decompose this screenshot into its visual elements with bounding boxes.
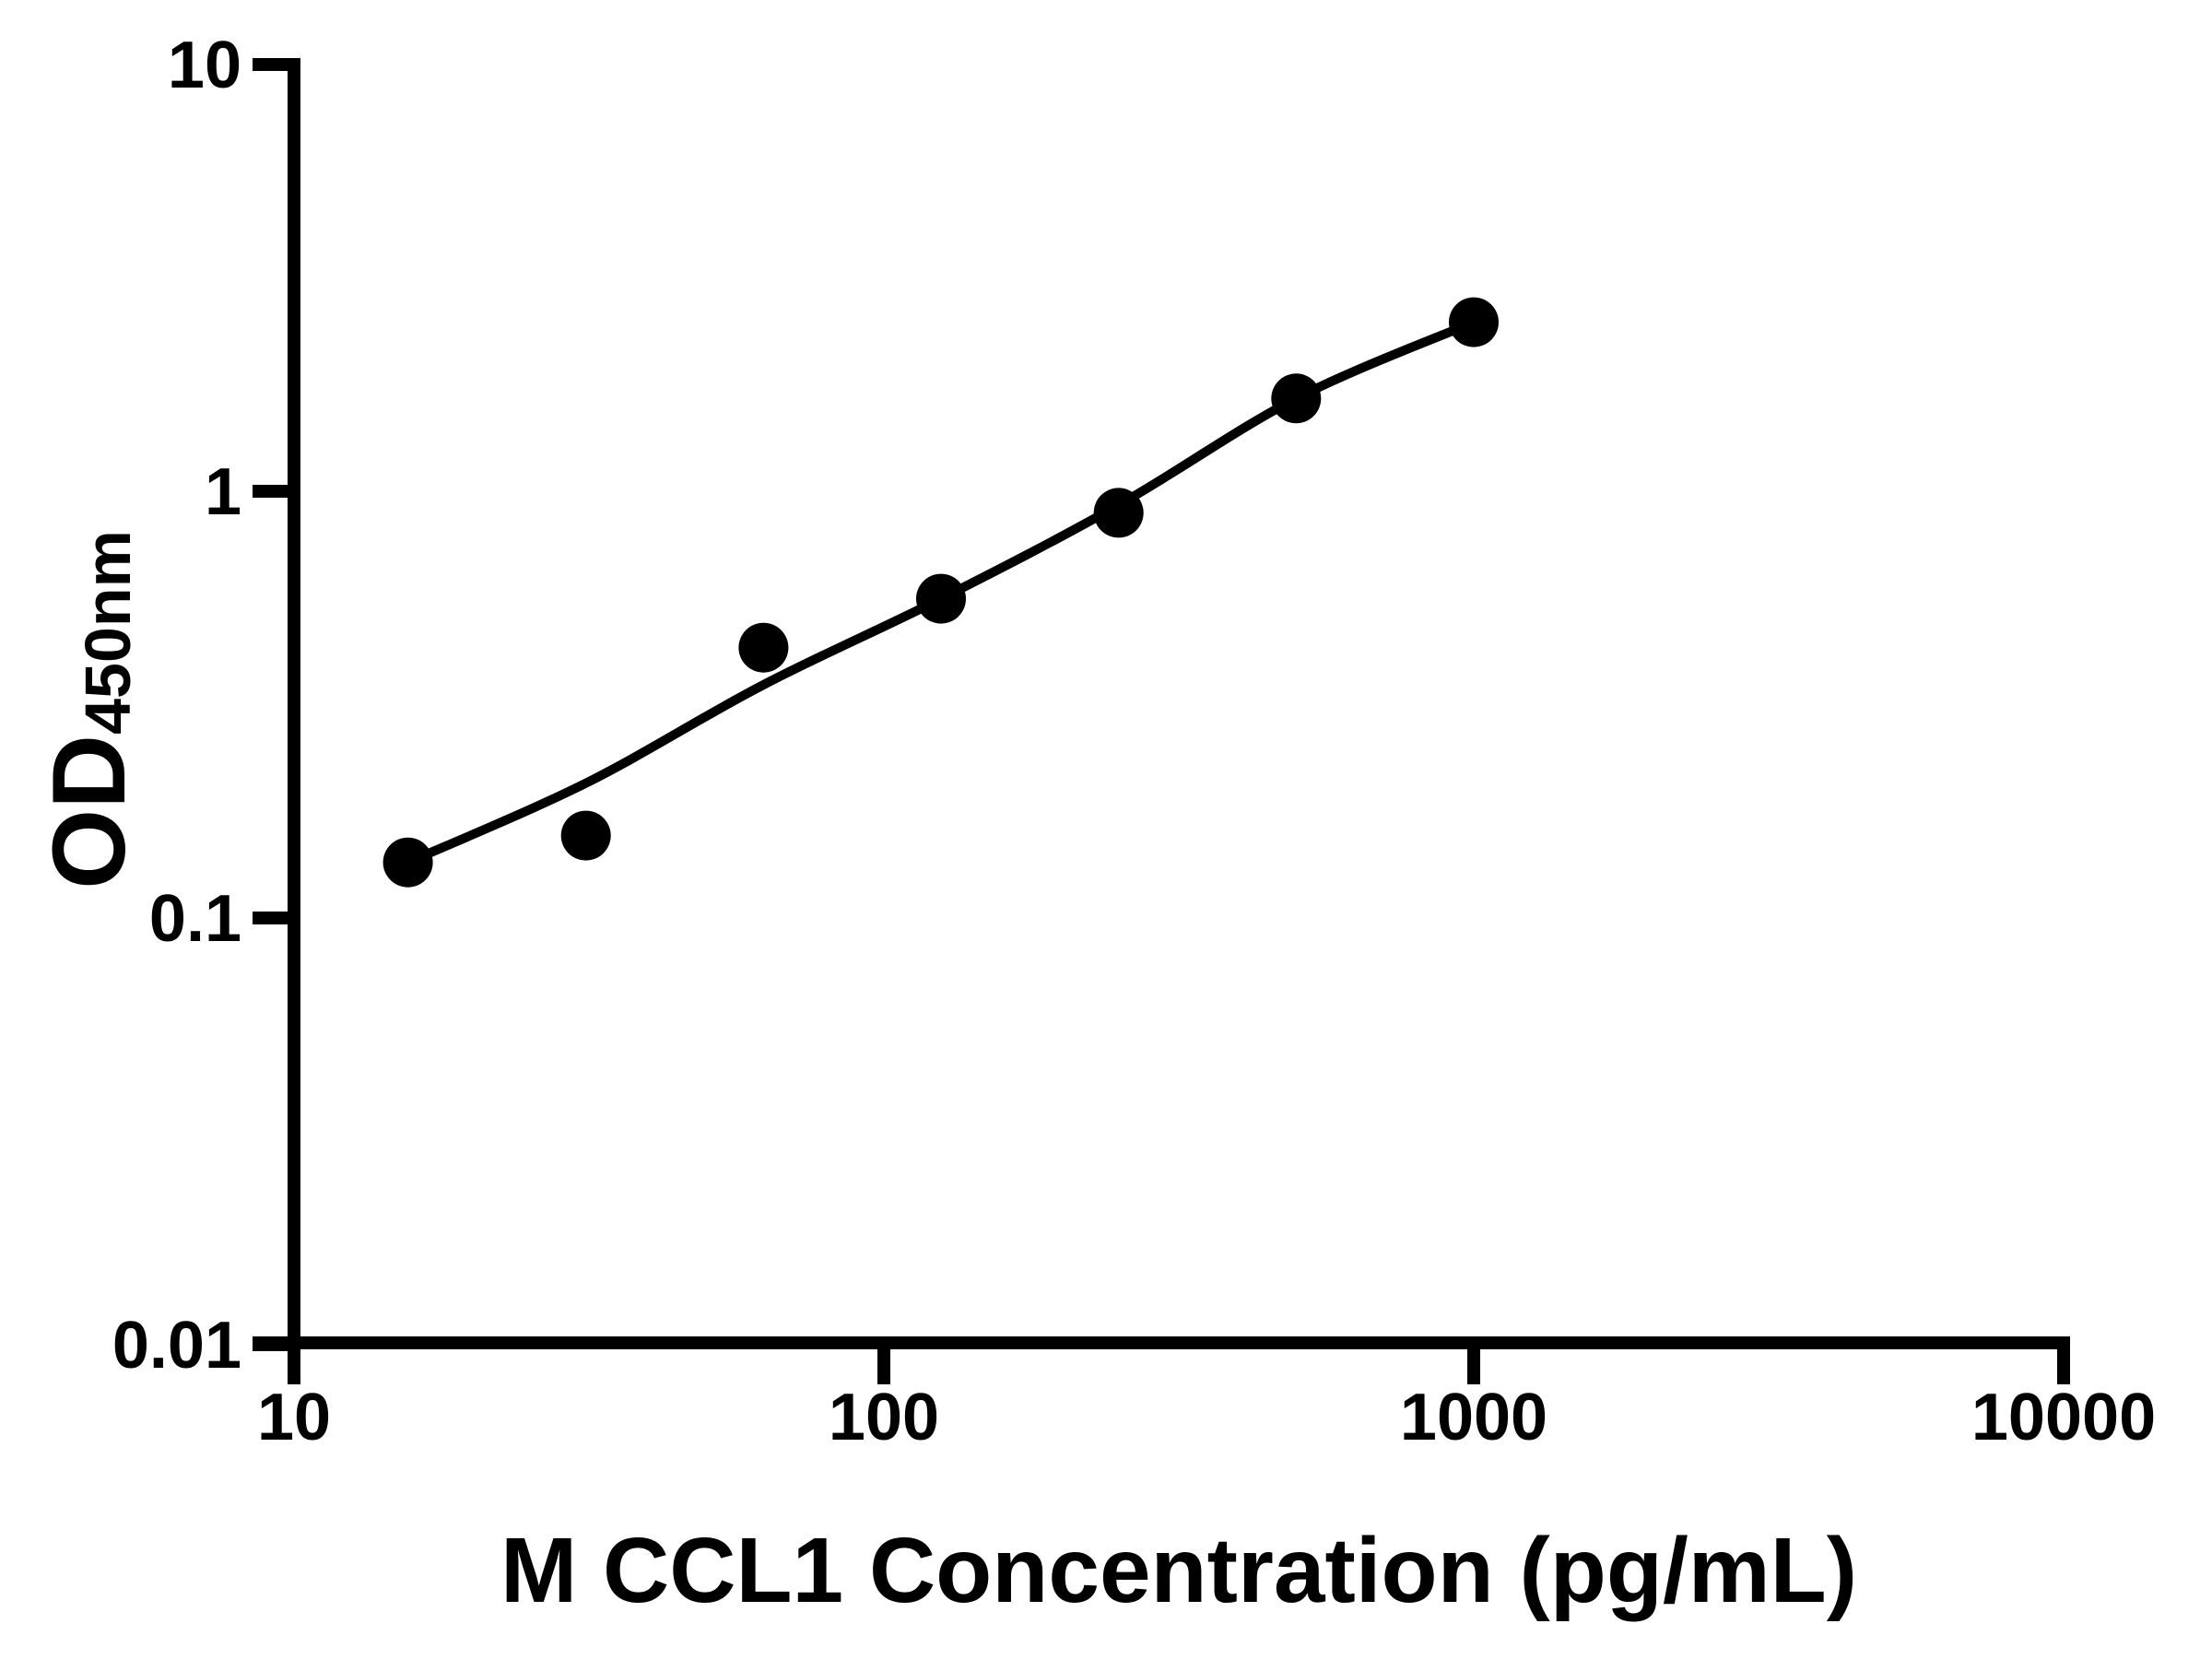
y-axis-title: OD450nm (31, 530, 147, 889)
data-points (382, 297, 1499, 888)
y-tick-label: 10 (168, 29, 241, 102)
x-axis-title: M CCL1 Concentration (pg/mL) (500, 1519, 1857, 1622)
x-tick-label: 1000 (1400, 1381, 1547, 1454)
data-point (738, 622, 789, 673)
y-axis-title-main: OD (31, 735, 147, 889)
x-tick-label: 10000 (1971, 1381, 2156, 1454)
y-tick-label: 1 (205, 455, 241, 529)
data-point (1449, 297, 1499, 347)
y-tick-label: 0.01 (112, 1309, 241, 1382)
data-point (1271, 373, 1322, 424)
tick-marks (253, 58, 2070, 1384)
axes (253, 65, 2070, 1384)
data-point (560, 810, 611, 861)
x-tick-label: 100 (829, 1381, 939, 1454)
data-point (1093, 488, 1144, 538)
data-point (916, 573, 966, 624)
x-tick-label: 10 (257, 1381, 331, 1454)
data-point (382, 837, 433, 888)
y-tick-label: 0.1 (149, 882, 241, 956)
y-axis-title-subscript: 450nm (72, 530, 144, 735)
